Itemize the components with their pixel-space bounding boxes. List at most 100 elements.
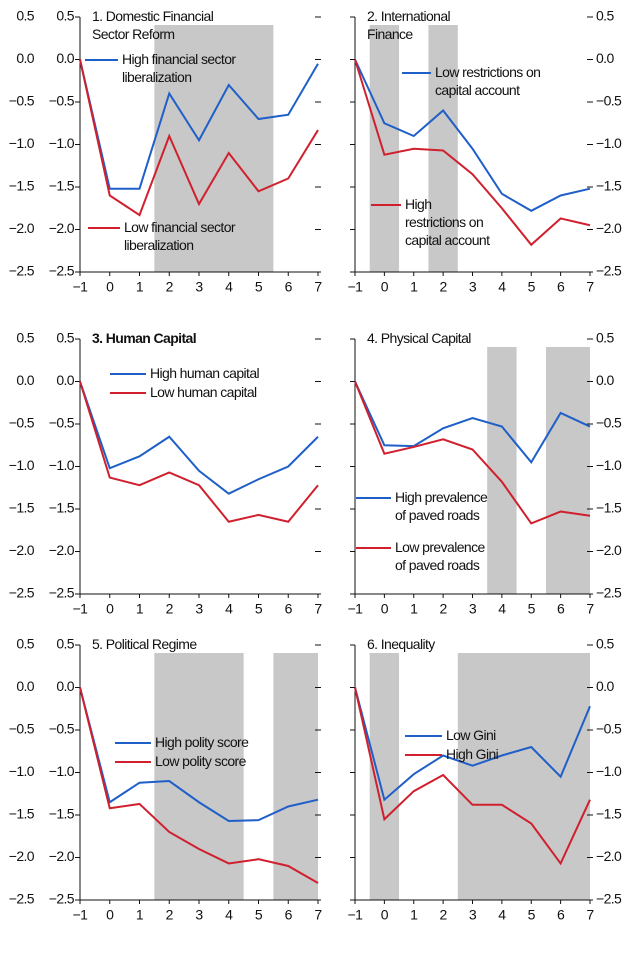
y-tick-label: −0.5 [596, 415, 622, 431]
x-tick-label: 0 [106, 907, 114, 923]
outer-y-tick-label: −0.5 [9, 93, 35, 109]
outer-y-tick-label: 0.5 [16, 330, 34, 346]
outer-y-tick-label: −1.0 [9, 763, 35, 779]
y-tick-label: −0.5 [49, 93, 75, 109]
y-tick-label: 0.5 [56, 330, 74, 346]
x-tick-label: 2 [440, 279, 448, 295]
y-tick-label: −0.5 [49, 415, 75, 431]
x-tick-label: 3 [195, 907, 203, 923]
y-tick-label: −0.5 [596, 721, 622, 737]
x-tick-label: 0 [381, 279, 389, 295]
x-tick-label: 0 [381, 907, 389, 923]
y-tick-label: 0.0 [56, 372, 74, 388]
x-tick-label: 2 [166, 279, 174, 295]
x-tick-label: 7 [314, 601, 322, 617]
x-tick-label: −1 [73, 907, 89, 923]
x-tick-label: 0 [106, 601, 114, 617]
outer-y-tick-label: −0.5 [9, 721, 35, 737]
panel-title: 4. Physical Capital [367, 330, 471, 346]
legend-label: Low polity score [155, 753, 247, 769]
y-tick-label: 0.0 [56, 678, 74, 694]
x-tick-label: 1 [410, 907, 418, 923]
series-line [79, 59, 319, 217]
y-tick-label: −1.5 [596, 500, 622, 516]
legend-label: Low restrictions on capital account [435, 64, 544, 98]
outer-y-tick-label: −2.0 [9, 848, 35, 864]
x-tick-label: 5 [528, 601, 536, 617]
y-tick-label: −2.5 [49, 891, 75, 907]
x-tick-label: 4 [498, 601, 506, 617]
y-tick-label: −1.5 [596, 806, 622, 822]
x-tick-label: 3 [195, 279, 203, 295]
y-tick-label: −1.5 [49, 178, 75, 194]
y-tick-label: −1.5 [49, 500, 75, 516]
legend-label: High Gini [446, 746, 499, 762]
y-tick-label: −2.0 [596, 848, 622, 864]
legend-label: High restrictions on capital account [405, 196, 490, 248]
legend-label: Low financial sector liberalization [124, 219, 238, 253]
outer-y-tick-label: −0.5 [9, 415, 35, 431]
x-tick-label: 7 [314, 279, 322, 295]
x-tick-label: 4 [225, 279, 233, 295]
x-tick-label: 1 [410, 279, 418, 295]
x-tick-label: 4 [225, 601, 233, 617]
x-tick-label: 2 [166, 907, 174, 923]
panel: −2.5 −2.0 −1.5 −1.0 −0.5 0.0 0.5 −1 0 1 2 3 4 5 6 7 [348, 636, 623, 923]
x-tick-label: −1 [348, 279, 364, 295]
legend-label: High polity score [155, 734, 249, 750]
series-line [79, 59, 319, 190]
y-tick-label: 0.5 [56, 636, 74, 652]
panel-title: 5. Political Regime [92, 636, 197, 652]
x-tick-label: 0 [381, 601, 389, 617]
y-tick-label: 0.5 [596, 330, 614, 346]
x-tick-label: −1 [73, 601, 89, 617]
x-tick-label: 7 [586, 907, 594, 923]
x-tick-label: 2 [166, 601, 174, 617]
series-line [79, 381, 319, 495]
legend-label: Low Gini [446, 727, 496, 743]
series-line [354, 59, 591, 247]
x-tick-label: 3 [195, 601, 203, 617]
x-tick-label: 3 [469, 601, 477, 617]
y-tick-label: 0.0 [596, 678, 614, 694]
y-tick-label: −2.0 [596, 220, 622, 236]
y-tick-label: 0.0 [596, 372, 614, 388]
y-tick-label: −0.5 [49, 721, 75, 737]
panel-title: 2. International Finance [367, 8, 453, 42]
series-line [354, 381, 591, 464]
y-tick-label: −1.0 [596, 135, 622, 151]
x-tick-label: −1 [348, 907, 364, 923]
x-tick-label: 5 [255, 907, 263, 923]
panel: −2.5 −2.0 −1.5 −1.0 −0.5 0.0 0.5 −1 0 1 2 3 4 5 6 7 [348, 8, 623, 295]
series-line [79, 381, 319, 523]
outer-y-tick-label: −1.5 [9, 500, 35, 516]
x-tick-label: 6 [557, 279, 565, 295]
x-tick-label: 2 [440, 601, 448, 617]
y-tick-label: −2.5 [596, 585, 622, 601]
x-tick-label: 4 [498, 907, 506, 923]
x-tick-label: 7 [586, 601, 594, 617]
x-tick-label: 5 [255, 279, 263, 295]
outer-y-tick-label: −1.5 [9, 178, 35, 194]
y-tick-label: −2.5 [49, 585, 75, 601]
x-tick-label: 4 [225, 907, 233, 923]
y-tick-label: −2.5 [49, 263, 75, 279]
y-tick-label: −2.0 [49, 848, 75, 864]
outer-y-tick-label: −2.5 [9, 585, 35, 601]
shaded-range [457, 653, 590, 900]
shaded-range [545, 347, 590, 594]
outer-y-tick-label: −2.5 [9, 891, 35, 907]
y-tick-label: −2.0 [596, 542, 622, 558]
panel: −2.5 −2.5 −2.0 −2.0 −1.5 −1.5 −1.0 −1.0 −0.5 −0.5… [9, 330, 323, 617]
x-tick-label: 5 [528, 907, 536, 923]
series-line [354, 381, 591, 525]
outer-y-tick-label: −1.0 [9, 135, 35, 151]
y-tick-label: 0.5 [56, 8, 74, 24]
y-tick-label: −1.0 [596, 457, 622, 473]
x-tick-label: 5 [255, 601, 263, 617]
shaded-range [273, 653, 318, 900]
shaded-range [154, 653, 244, 900]
x-tick-label: 2 [440, 907, 448, 923]
x-tick-label: 6 [285, 601, 293, 617]
y-tick-label: 0.5 [596, 8, 614, 24]
